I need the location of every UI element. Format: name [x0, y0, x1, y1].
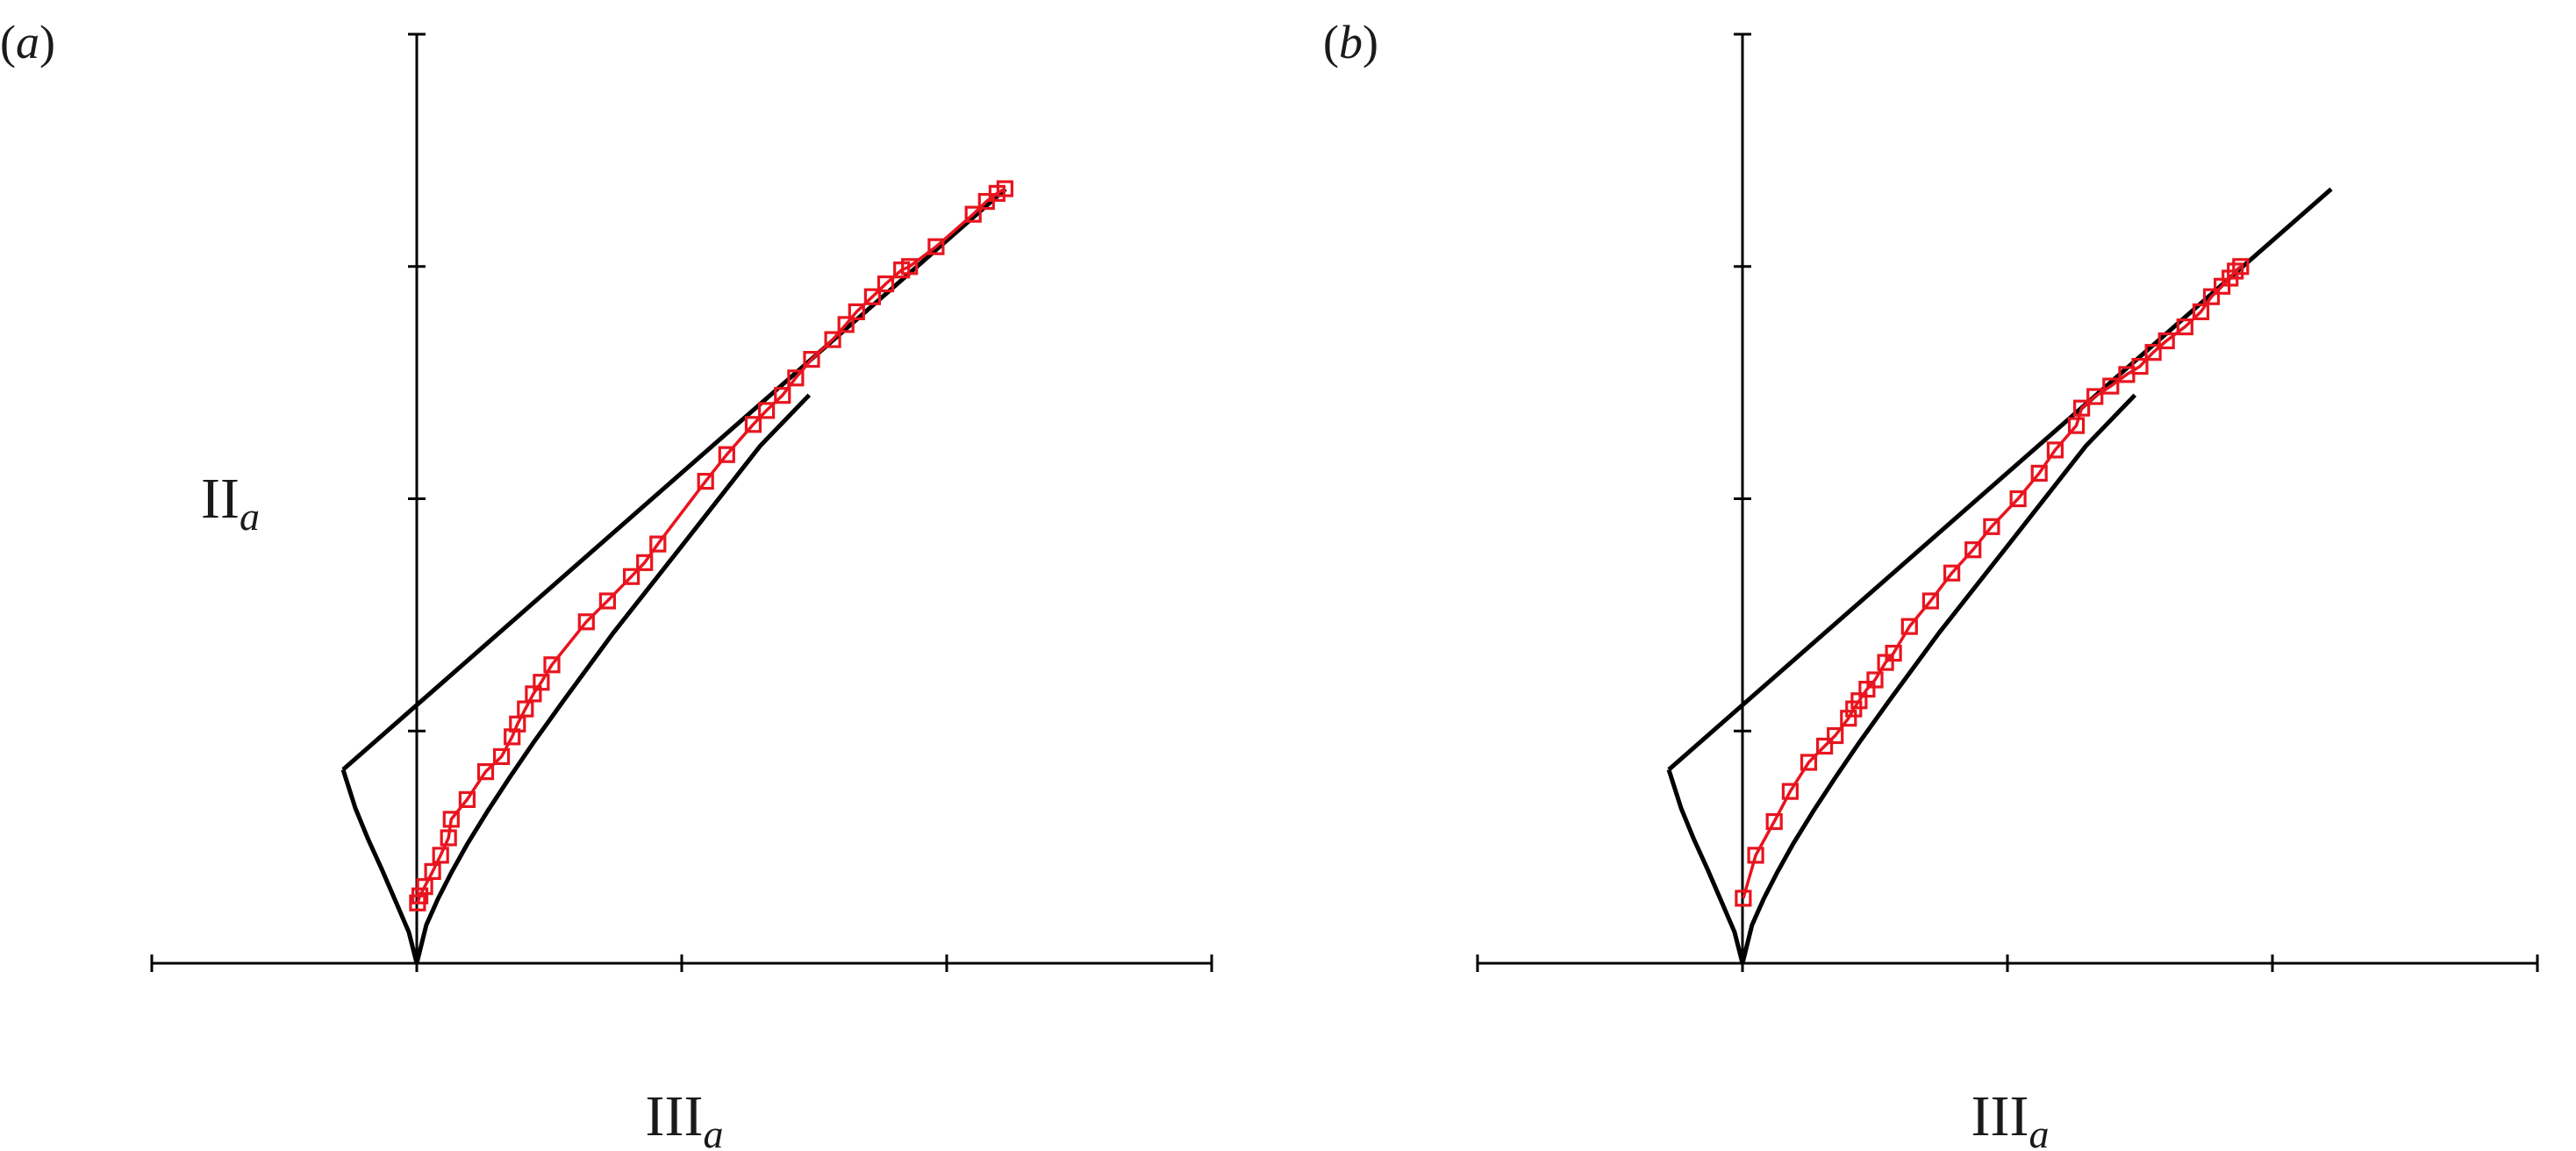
data-point-marker [1943, 564, 1961, 582]
data-point-marker [757, 402, 776, 419]
data-point-marker [718, 446, 735, 463]
panel-label: (a) [0, 16, 55, 68]
data-point-marker [2131, 358, 2149, 375]
data-point-marker [927, 238, 945, 255]
boundary-upper-line [341, 187, 1007, 772]
panel-label: (b) [1323, 16, 1378, 68]
data-point-marker [1765, 812, 1783, 831]
data-point-marker [824, 331, 841, 348]
boundary-left-branch [340, 769, 419, 964]
data-point-marker [901, 258, 919, 275]
data-point-marker [2046, 441, 2064, 459]
data-point-marker [649, 535, 667, 553]
data-point-marker [2144, 344, 2162, 361]
data-point-marker [744, 416, 762, 433]
data-point-marker [2030, 464, 2048, 483]
data-point-marker [877, 275, 895, 293]
data-point-marker [1800, 754, 1818, 771]
data-point-marker [2073, 399, 2091, 417]
data-point-marker [2192, 303, 2210, 320]
data-point-marker [2227, 262, 2244, 280]
data-point-marker [1983, 518, 2000, 535]
data-point-marker [1735, 890, 1752, 907]
data-point-marker [411, 887, 429, 904]
panel-a: (a) IIIa IIa [0, 16, 1213, 1151]
data-point-marker [1885, 644, 1902, 662]
data-point-marker [2009, 490, 2027, 508]
data-point-marker [1840, 710, 1857, 727]
data-point-marker [2202, 288, 2221, 305]
data-point-marker [492, 747, 511, 766]
data-point-marker [2102, 377, 2120, 395]
data-point-marker [440, 829, 457, 847]
data-point-marker [1781, 783, 1800, 800]
panel-b: (b) IIIa [1323, 16, 2539, 1151]
boundary-right-branch [1740, 393, 2137, 964]
data-point-marker [2176, 318, 2193, 336]
data-point-marker [863, 288, 882, 305]
data-point-marker [2232, 258, 2250, 275]
data-point-marker [476, 762, 495, 781]
data-point-marker [964, 205, 982, 223]
data-point-marker [2067, 417, 2086, 434]
data-point-marker [1900, 618, 1918, 635]
series-line [1742, 265, 2242, 899]
data-point-marker [774, 387, 791, 404]
data-point-marker [442, 811, 460, 828]
data-point-marker [1827, 726, 1844, 745]
data-point-marker [848, 303, 865, 320]
data-point-marker [996, 180, 1014, 197]
data-point-marker [1921, 592, 1939, 610]
data-point-marker [636, 554, 654, 571]
data-point-marker [1866, 671, 1884, 689]
data-point-marker [2086, 388, 2104, 405]
data-point-marker [697, 472, 714, 490]
data-point-marker [458, 790, 476, 809]
data-point-marker [1964, 541, 1982, 559]
data-point-marker [432, 847, 449, 864]
x-axis-title: IIIa [646, 1084, 724, 1151]
data-point-marker [2157, 332, 2175, 350]
data-point-marker [1747, 847, 1764, 864]
y-axis-title: IIa [201, 467, 260, 539]
boundary-right-branch [414, 393, 812, 964]
data-point-marker [598, 592, 617, 610]
data-point-marker [424, 862, 441, 881]
series-line [416, 187, 1006, 904]
data-point-marker [577, 613, 595, 631]
data-point-marker [533, 674, 550, 691]
data-point-marker [543, 656, 561, 674]
data-point-marker [803, 351, 820, 368]
data-point-marker [837, 316, 855, 333]
data-point-marker [1816, 737, 1834, 755]
x-axis-title: IIIa [1971, 1084, 2050, 1151]
data-point-marker [622, 568, 640, 585]
data-point-marker [787, 369, 805, 387]
boundary-left-branch [1666, 769, 1745, 964]
